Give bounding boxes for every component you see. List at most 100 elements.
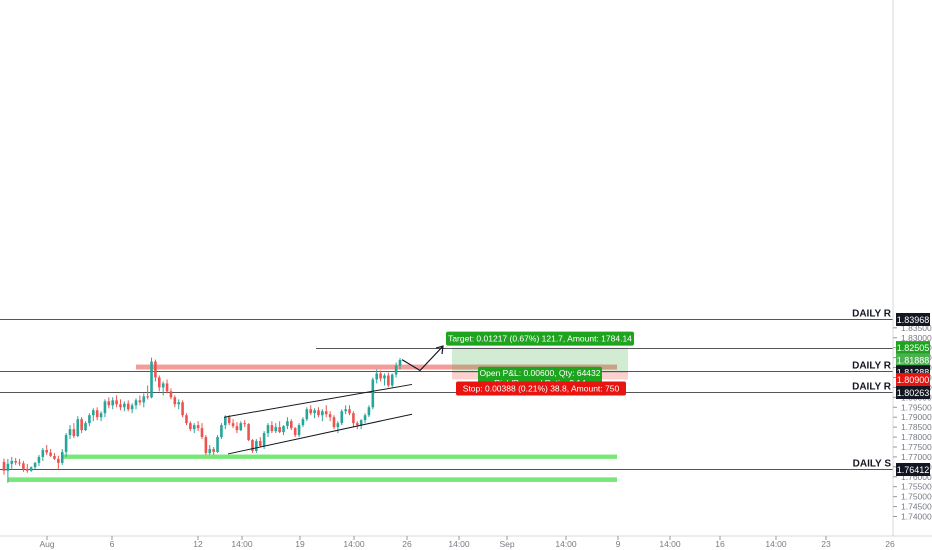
candle-body (138, 400, 142, 403)
y-tick-label: 1.79000 (901, 412, 932, 422)
position-labels-layer: Target: 0.01217 (0.67%) 121.7, Amount: 1… (446, 331, 634, 396)
candle-body (344, 409, 347, 412)
candle-body (313, 410, 316, 414)
candle-body (324, 411, 328, 415)
candle-body (204, 437, 208, 453)
candle-body (41, 449, 45, 457)
candle-body (286, 421, 289, 427)
candle-body (239, 423, 243, 431)
candle-body (270, 425, 274, 432)
candle-body (359, 420, 363, 426)
candle-body (10, 460, 14, 464)
candle-body (227, 417, 231, 424)
candle-body (14, 460, 17, 463)
price-badge (896, 341, 930, 355)
candle-body (165, 383, 169, 392)
candle-body (150, 361, 153, 398)
candle-body (223, 417, 227, 426)
x-tick-label: Aug (39, 539, 54, 549)
candle-body (383, 375, 386, 379)
candle-body (282, 426, 285, 433)
price-badge-label: 1.81888 (897, 355, 930, 365)
candle-body (309, 409, 313, 414)
candle-body (49, 452, 52, 456)
candle-body (394, 365, 398, 375)
candle-body (103, 401, 107, 414)
candle-body (352, 413, 355, 424)
candle-body (88, 415, 91, 424)
y-tick-label: 1.78500 (901, 422, 932, 432)
candle-body (134, 400, 138, 406)
zones-layer (8, 364, 617, 482)
candle-body (363, 415, 367, 421)
candle-body (123, 403, 126, 408)
price-badge-label: 1.80900 (897, 375, 930, 385)
projection-path (401, 345, 444, 372)
candle-body (91, 410, 95, 416)
x-tick-label: 14:00 (343, 539, 365, 549)
y-tick-label: 1.74000 (901, 512, 932, 522)
candle-body (235, 426, 239, 431)
candle-body (64, 435, 68, 452)
candle-body (189, 423, 192, 430)
candle-body (177, 402, 181, 405)
candle-body (375, 373, 379, 380)
candle-body (84, 423, 87, 431)
candle-body (336, 423, 340, 428)
candle-body (119, 404, 122, 408)
level-label: DAILY R (852, 382, 892, 393)
candle-body (80, 419, 83, 431)
x-tick-label: 19 (295, 539, 305, 549)
candle-body (18, 462, 21, 464)
candle-body (355, 423, 359, 426)
candle-body (6, 463, 10, 471)
time-axis[interactable]: Aug 6 12 14:00 19 14:00 26 14:00 Sep 14:00 9 14:00 1… (39, 536, 895, 549)
level-price-label: 1.80263 (897, 388, 930, 398)
level-price-label: 1.83968 (897, 315, 930, 325)
price-badge-label: 1.82505 (897, 343, 930, 353)
candle-body (367, 407, 371, 416)
candle-body (216, 437, 219, 452)
price-badge (896, 353, 930, 367)
projection-arrowhead (435, 345, 444, 355)
candle-body (220, 425, 223, 438)
candle-body (274, 427, 278, 432)
candle-body (181, 402, 184, 416)
candle-body (289, 421, 293, 429)
candle-body (297, 425, 301, 436)
x-tick-label: 12 (193, 539, 203, 549)
candle-body (243, 423, 247, 425)
candle-body (258, 441, 262, 446)
zone-support (62, 454, 617, 459)
x-tick-label: 14:00 (231, 539, 253, 549)
candle-body (157, 377, 161, 388)
candle-body (130, 405, 134, 410)
candle-body (305, 409, 309, 420)
candle-body (379, 373, 382, 379)
candle-body (231, 423, 235, 427)
y-tick-label: 1.77000 (901, 452, 932, 462)
candle-body (247, 424, 250, 441)
candle-body (266, 425, 270, 434)
candle-body (22, 463, 25, 469)
x-tick-label: 26 (402, 539, 412, 549)
candles-layer (2, 357, 402, 483)
current-price-label: 1.81288 (897, 367, 930, 377)
drawings-layer (223, 345, 444, 455)
candle-body (196, 425, 200, 429)
candle-body (317, 410, 320, 416)
candle-body (107, 401, 111, 406)
candle-body (251, 440, 254, 451)
zone-support (8, 477, 617, 482)
level-price-badge (896, 386, 930, 399)
y-tick-label: 1.74500 (901, 502, 932, 512)
candle-body (95, 410, 99, 418)
x-tick-label: 23 (821, 539, 831, 549)
price-badges-layer: 1.839681.813061.802631.764121.825001.825… (896, 313, 930, 476)
candle-body (328, 414, 332, 418)
x-tick-label: 16 (715, 539, 725, 549)
candle-body (192, 425, 196, 430)
level-price-badge (896, 463, 930, 476)
